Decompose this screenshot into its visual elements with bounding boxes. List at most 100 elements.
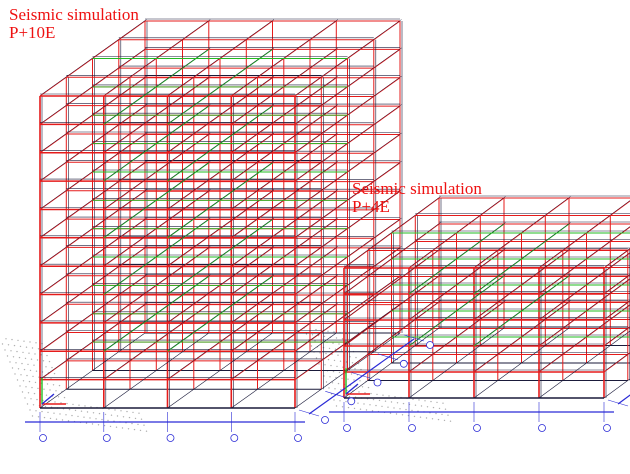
ground-dot xyxy=(78,404,80,406)
ground-dot xyxy=(90,406,92,408)
ground-dot xyxy=(345,400,347,403)
ground-dot xyxy=(45,394,48,396)
beam-z-edge xyxy=(105,161,211,237)
ground-dot xyxy=(52,384,55,386)
ground-dot xyxy=(324,364,326,366)
frame-building-p10e xyxy=(39,18,403,409)
axis-bubble-x xyxy=(473,424,481,432)
ground-dot xyxy=(101,418,103,421)
ground-dot xyxy=(443,419,446,422)
ground-dot xyxy=(48,360,51,363)
ground-dot xyxy=(425,417,428,419)
ground-dot xyxy=(411,409,413,412)
ground-dot xyxy=(71,414,73,417)
base-line xyxy=(231,332,337,409)
ground-dot xyxy=(57,396,60,398)
ground-dot xyxy=(22,380,25,382)
ground-dot xyxy=(328,387,330,389)
ground-dot xyxy=(37,348,40,350)
beam-z-edge xyxy=(605,300,630,319)
ground-dot xyxy=(80,410,83,412)
ground-dot xyxy=(33,392,36,395)
beam-z-edge xyxy=(168,246,275,322)
ground-dot xyxy=(132,411,134,414)
caption-building-a: Seismic simulation P+10E xyxy=(9,6,139,42)
ground-dot xyxy=(335,376,337,379)
beam-z-edge xyxy=(605,352,630,371)
ground-dot xyxy=(339,400,341,402)
base-line xyxy=(408,327,505,399)
beam-z-edge xyxy=(232,217,338,294)
ground-dot xyxy=(354,368,356,370)
ground-dot xyxy=(126,410,128,413)
ground-dot xyxy=(389,412,392,414)
ground-dot xyxy=(37,416,40,418)
ground-dot xyxy=(53,372,56,375)
beam-z-edge xyxy=(345,274,441,345)
ground-dot xyxy=(371,410,374,412)
beam-z-edge xyxy=(105,132,211,209)
ground-dot xyxy=(43,416,46,419)
beam-z-edge xyxy=(296,217,402,294)
ground-dot xyxy=(37,387,39,390)
beam-z-edge xyxy=(410,274,506,345)
ground-dot xyxy=(104,413,107,416)
ground-dot xyxy=(378,399,381,402)
ground-dot xyxy=(91,423,94,425)
ground-dot xyxy=(315,357,318,359)
ground-dot xyxy=(31,386,33,389)
ground-dot xyxy=(63,396,66,399)
ground-dot xyxy=(25,386,27,388)
axis-grid-right xyxy=(329,368,630,432)
ground-dot xyxy=(414,404,417,406)
ground-dot xyxy=(34,381,37,384)
beam-z-edge xyxy=(540,278,630,345)
ground-dot xyxy=(367,386,370,389)
beam-z-edge xyxy=(475,274,571,345)
axis-bubble-z xyxy=(347,397,356,406)
ground-dot xyxy=(55,418,58,420)
ground-dot xyxy=(331,382,334,384)
ground-dot xyxy=(58,384,61,387)
dimension-line-z xyxy=(308,338,415,415)
ground-dot xyxy=(60,402,62,404)
ground-dot xyxy=(353,379,355,381)
ground-dot xyxy=(332,342,334,344)
beam-z-edge xyxy=(41,132,147,209)
ground-dot xyxy=(337,382,340,385)
ground-dot xyxy=(12,356,15,358)
ground-dot xyxy=(331,353,333,356)
ground-dot xyxy=(103,424,106,427)
beam-z-edge xyxy=(475,300,571,371)
beam-z-edge xyxy=(168,274,275,351)
ground-dot xyxy=(405,408,407,411)
ground-dot xyxy=(138,412,140,414)
ground-dot xyxy=(92,412,95,414)
ground-dot xyxy=(365,409,368,411)
beam-z-edge xyxy=(168,161,275,237)
ground-dot xyxy=(363,403,365,405)
ground-dot xyxy=(16,350,18,353)
ground-dot xyxy=(333,359,336,362)
ground-dot xyxy=(420,405,423,407)
ground-dot xyxy=(341,377,343,380)
ground-dot xyxy=(122,416,125,418)
ground-dot xyxy=(143,424,145,426)
beam-z-edge xyxy=(168,217,275,294)
ground-dot xyxy=(31,347,34,349)
beam-z-edge xyxy=(296,47,402,124)
ground-dot xyxy=(49,389,51,391)
beam-z-edge xyxy=(540,226,630,293)
beam-z-edge xyxy=(168,47,275,124)
beam-z-edge xyxy=(105,246,211,322)
ground-dot xyxy=(43,388,45,390)
axis-bubble-x xyxy=(538,424,546,432)
ground-dot xyxy=(28,352,30,354)
ground-dot xyxy=(11,338,13,341)
ground-dot xyxy=(127,428,130,430)
beam-z-edge xyxy=(345,300,441,371)
ground-dot xyxy=(145,430,148,432)
ground-dot xyxy=(29,341,31,343)
caption-b-model: P+4E xyxy=(352,197,390,216)
